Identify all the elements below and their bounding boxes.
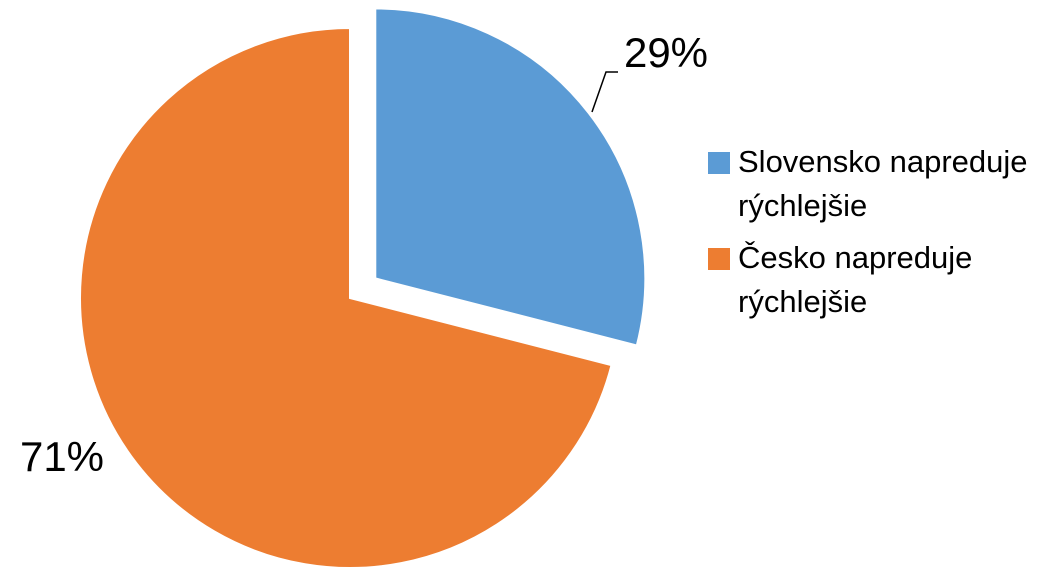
legend-label: Česko napreduje rýchlejšie: [738, 240, 973, 319]
legend-item: Slovensko napreduje rýchlejšie: [708, 140, 1044, 228]
leader-line: [591, 71, 618, 113]
pie-slice: [374, 7, 647, 347]
legend: Slovensko napreduje rýchlejšie Česko napr…: [708, 140, 1044, 332]
data-label: 29%: [624, 29, 708, 76]
data-label: 71%: [20, 433, 104, 480]
legend-swatch: [708, 152, 730, 174]
legend-label: Slovensko napreduje rýchlejšie: [738, 144, 1028, 223]
legend-swatch: [708, 248, 730, 270]
legend-item: Česko napreduje rýchlejšie: [708, 236, 1044, 324]
pie-slice: [78, 26, 613, 569]
